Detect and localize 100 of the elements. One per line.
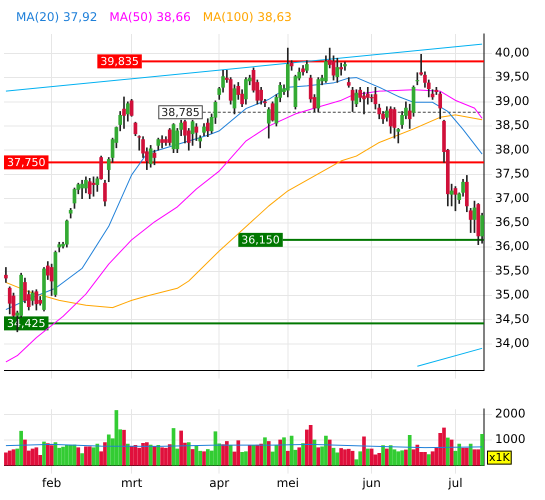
bar	[263, 437, 267, 466]
text: MA(100) 38,63	[202, 10, 292, 24]
bar	[65, 444, 69, 466]
bar	[400, 450, 404, 466]
bar	[350, 450, 354, 466]
bar	[308, 425, 312, 466]
bar	[468, 444, 472, 466]
y-tick-label: 35,00	[495, 288, 530, 302]
bar	[76, 447, 80, 466]
ref-line-label: 37,750	[7, 156, 46, 170]
bar	[336, 452, 340, 466]
bar	[160, 447, 164, 466]
bar	[12, 449, 16, 466]
y-tick-label: 37,50	[495, 166, 530, 181]
bar	[80, 453, 84, 466]
bar	[228, 445, 232, 466]
candlestick	[92, 176, 96, 197]
y-tick-label: 36,00	[495, 239, 530, 254]
bar	[423, 452, 427, 466]
bar	[282, 437, 286, 466]
bar	[446, 438, 450, 466]
bar	[297, 447, 302, 466]
bar	[221, 444, 225, 466]
bar	[476, 449, 480, 466]
bar	[312, 440, 316, 466]
y-axis-title: x1K	[489, 450, 511, 464]
bar	[366, 448, 370, 466]
bar	[316, 447, 320, 466]
bar	[412, 449, 416, 466]
bar	[148, 444, 152, 466]
bar	[450, 440, 454, 466]
bar	[103, 442, 107, 466]
y-tick-label: 2000	[495, 406, 526, 420]
bar	[42, 442, 46, 466]
bar	[172, 428, 176, 466]
bar	[274, 445, 278, 466]
bar	[122, 430, 126, 466]
bar	[68, 444, 72, 466]
bar	[426, 454, 431, 466]
bar	[328, 440, 332, 466]
bar	[416, 444, 420, 466]
bar	[202, 451, 206, 466]
bar	[324, 436, 328, 466]
bar	[286, 450, 290, 466]
ref-line-label: 34,425	[7, 317, 46, 330]
bar	[106, 434, 111, 466]
bar	[84, 446, 88, 466]
bar	[168, 444, 172, 466]
bar	[8, 450, 12, 466]
bar	[114, 410, 118, 466]
bar	[408, 435, 412, 466]
bar	[72, 444, 76, 466]
bar	[392, 449, 396, 466]
x-tick-label: jun	[361, 476, 381, 490]
bar	[472, 449, 476, 466]
y-tick-label: 34,50	[495, 312, 530, 326]
y-tick-label: 38,50	[495, 118, 530, 132]
bar	[252, 445, 256, 466]
bar	[266, 441, 271, 466]
bar	[339, 448, 343, 466]
y-tick-label: 39,00	[495, 94, 530, 108]
bar	[332, 448, 336, 466]
bar	[134, 445, 138, 466]
bar	[88, 446, 92, 466]
bar	[442, 428, 446, 466]
bar	[290, 436, 294, 466]
x-tick-label: apr	[209, 476, 230, 490]
bar	[461, 448, 465, 466]
y-tick-label: 34,00	[495, 336, 530, 350]
bar	[190, 449, 194, 466]
text: MA(50) 38,66	[109, 10, 191, 24]
y-tick-label: 40,00	[495, 46, 530, 60]
bar	[186, 442, 191, 466]
bar	[130, 446, 134, 466]
bar	[206, 449, 210, 466]
bar	[30, 448, 34, 466]
bar	[225, 441, 229, 466]
bar	[164, 448, 168, 466]
bar	[301, 443, 305, 466]
bar	[152, 446, 156, 466]
bar	[236, 440, 240, 466]
bar	[54, 442, 58, 466]
bar	[92, 447, 96, 466]
x-tick-label: mrt	[120, 476, 143, 490]
bar	[465, 448, 469, 466]
bar	[23, 440, 27, 466]
bar	[278, 440, 282, 466]
bar	[259, 444, 263, 466]
candlestick	[122, 96, 126, 129]
bar	[256, 444, 260, 466]
y-tick-label: 39,50	[495, 70, 530, 84]
bar	[46, 443, 50, 466]
bar	[385, 448, 389, 466]
bar	[50, 445, 54, 466]
bar	[194, 446, 198, 466]
text: MA(20) 37,92	[16, 10, 98, 24]
bar	[240, 452, 244, 466]
bar	[457, 444, 462, 466]
bar	[145, 442, 149, 466]
y-tick-label: 37,00	[495, 190, 530, 205]
